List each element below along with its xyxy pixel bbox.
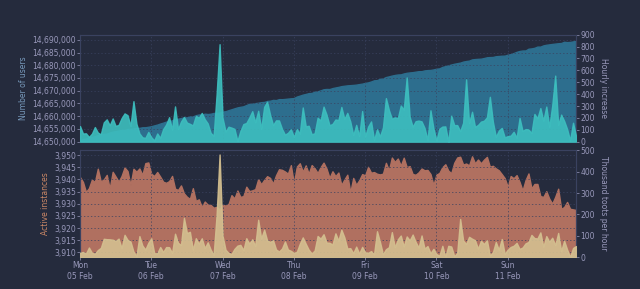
Y-axis label: Active instances: Active instances [41,172,50,235]
Y-axis label: Hourly increase: Hourly increase [599,58,608,118]
Y-axis label: Number of users: Number of users [19,56,28,120]
Y-axis label: Thousand toots per hour: Thousand toots per hour [599,156,608,251]
